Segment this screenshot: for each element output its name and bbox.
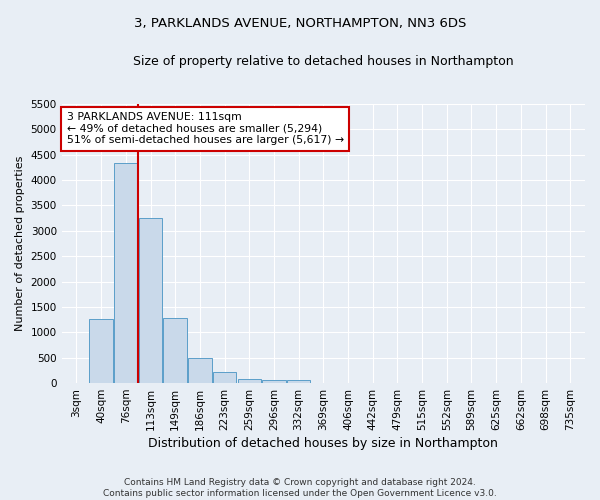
Bar	[188, 358, 212, 383]
Bar	[262, 380, 286, 383]
Bar	[238, 378, 261, 383]
Bar	[89, 318, 113, 383]
Text: 3, PARKLANDS AVENUE, NORTHAMPTON, NN3 6DS: 3, PARKLANDS AVENUE, NORTHAMPTON, NN3 6D…	[134, 18, 466, 30]
Bar	[114, 164, 137, 383]
Bar	[163, 318, 187, 383]
X-axis label: Distribution of detached houses by size in Northampton: Distribution of detached houses by size …	[148, 437, 498, 450]
Y-axis label: Number of detached properties: Number of detached properties	[15, 156, 25, 331]
Bar	[213, 372, 236, 383]
Bar	[139, 218, 162, 383]
Text: Contains HM Land Registry data © Crown copyright and database right 2024.
Contai: Contains HM Land Registry data © Crown c…	[103, 478, 497, 498]
Title: Size of property relative to detached houses in Northampton: Size of property relative to detached ho…	[133, 55, 514, 68]
Bar	[287, 380, 310, 383]
Text: 3 PARKLANDS AVENUE: 111sqm
← 49% of detached houses are smaller (5,294)
51% of s: 3 PARKLANDS AVENUE: 111sqm ← 49% of deta…	[67, 112, 344, 146]
